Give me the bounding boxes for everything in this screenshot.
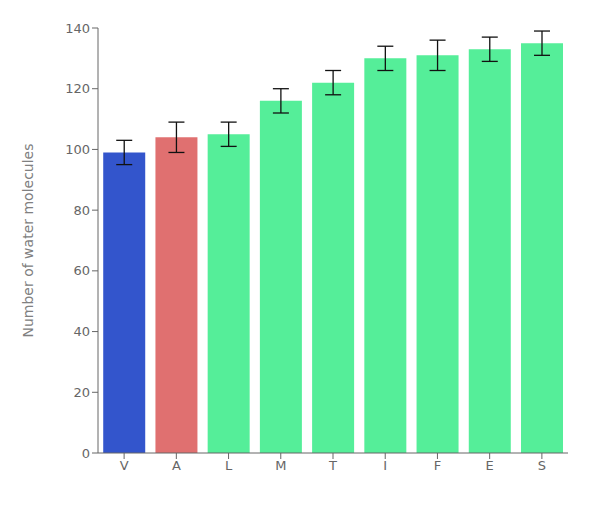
svg-text:Number of water molecules: Number of water molecules — [20, 143, 36, 337]
svg-text:20: 20 — [73, 385, 90, 400]
svg-text:0: 0 — [82, 446, 90, 461]
svg-text:T: T — [328, 458, 337, 473]
svg-text:F: F — [434, 458, 441, 473]
svg-text:I: I — [383, 458, 387, 473]
svg-text:40: 40 — [73, 324, 90, 339]
svg-text:140: 140 — [65, 21, 90, 36]
svg-text:E: E — [486, 458, 494, 473]
svg-text:80: 80 — [73, 203, 90, 218]
svg-text:V: V — [120, 458, 129, 473]
svg-text:120: 120 — [65, 81, 90, 96]
svg-text:S: S — [538, 458, 546, 473]
svg-text:100: 100 — [65, 142, 90, 157]
svg-text:A: A — [172, 458, 181, 473]
svg-text:M: M — [275, 458, 286, 473]
svg-text:60: 60 — [73, 263, 90, 278]
svg-text:L: L — [225, 458, 233, 473]
